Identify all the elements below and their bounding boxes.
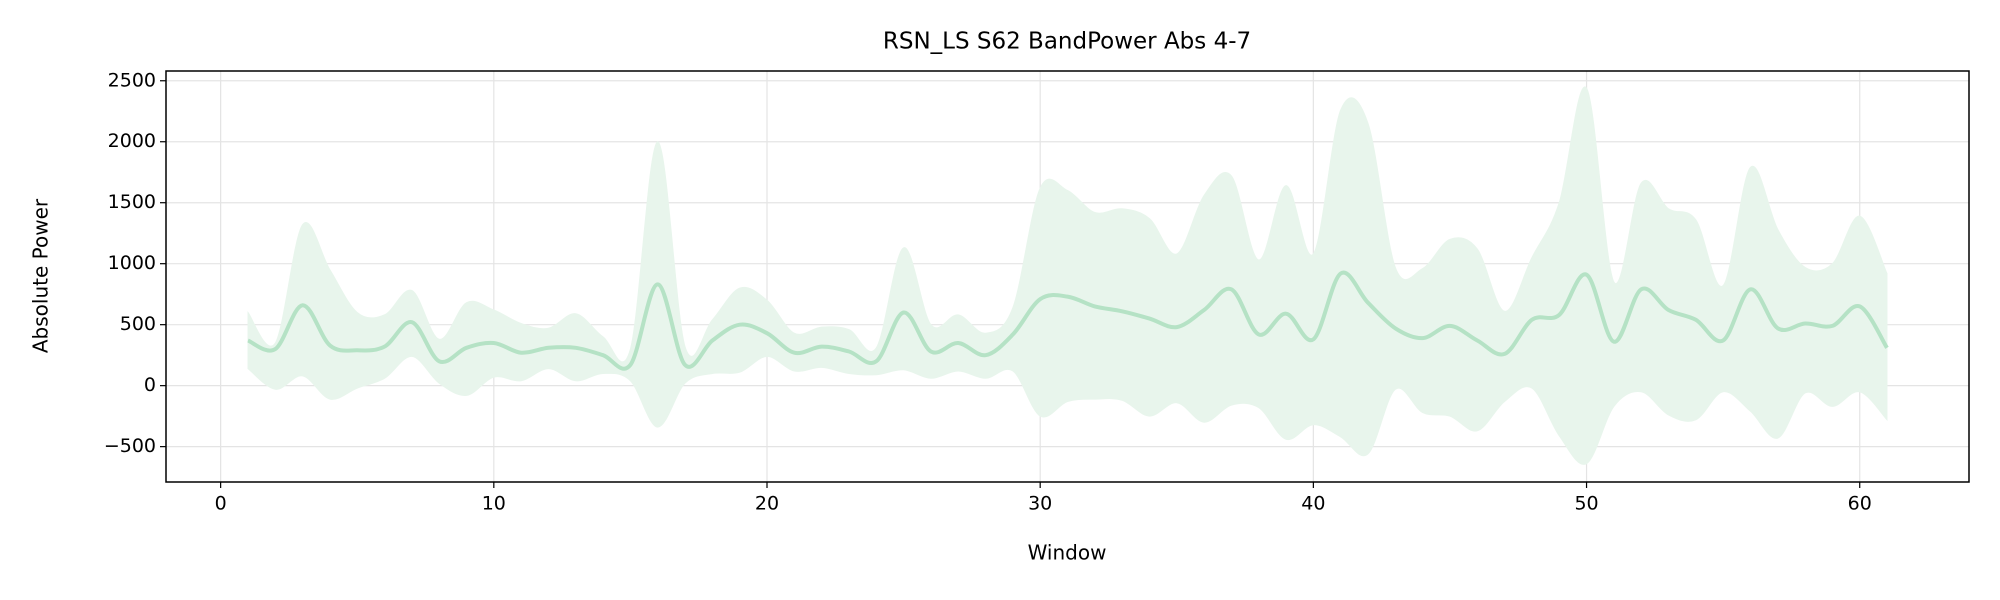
x-tick-label: 0 xyxy=(215,493,227,515)
chart-title: RSN_LS S62 BandPower Abs 4-7 xyxy=(883,29,1251,55)
y-tick-label: 500 xyxy=(120,313,156,335)
band xyxy=(247,86,1888,465)
y-tick-label: −500 xyxy=(104,435,156,457)
x-tick-label: 30 xyxy=(1028,493,1052,515)
y-tick-label: 1000 xyxy=(108,252,156,274)
line xyxy=(247,270,1889,371)
y-tick-label: 1500 xyxy=(108,191,156,213)
x-tick-label: 60 xyxy=(1848,493,1872,515)
x-axis-label: Window xyxy=(1028,541,1107,565)
y-tick-label: 2500 xyxy=(108,69,156,91)
x-tick-label: 40 xyxy=(1301,493,1325,515)
plot-frame xyxy=(165,70,1970,483)
x-tick-label: 20 xyxy=(755,493,779,515)
x-tick-label: 50 xyxy=(1574,493,1598,515)
y-tick-label: 0 xyxy=(144,374,156,396)
x-tick-label: 10 xyxy=(482,493,506,515)
y-tick-label: 2000 xyxy=(108,130,156,152)
y-axis-label: Absolute Power xyxy=(29,198,53,353)
